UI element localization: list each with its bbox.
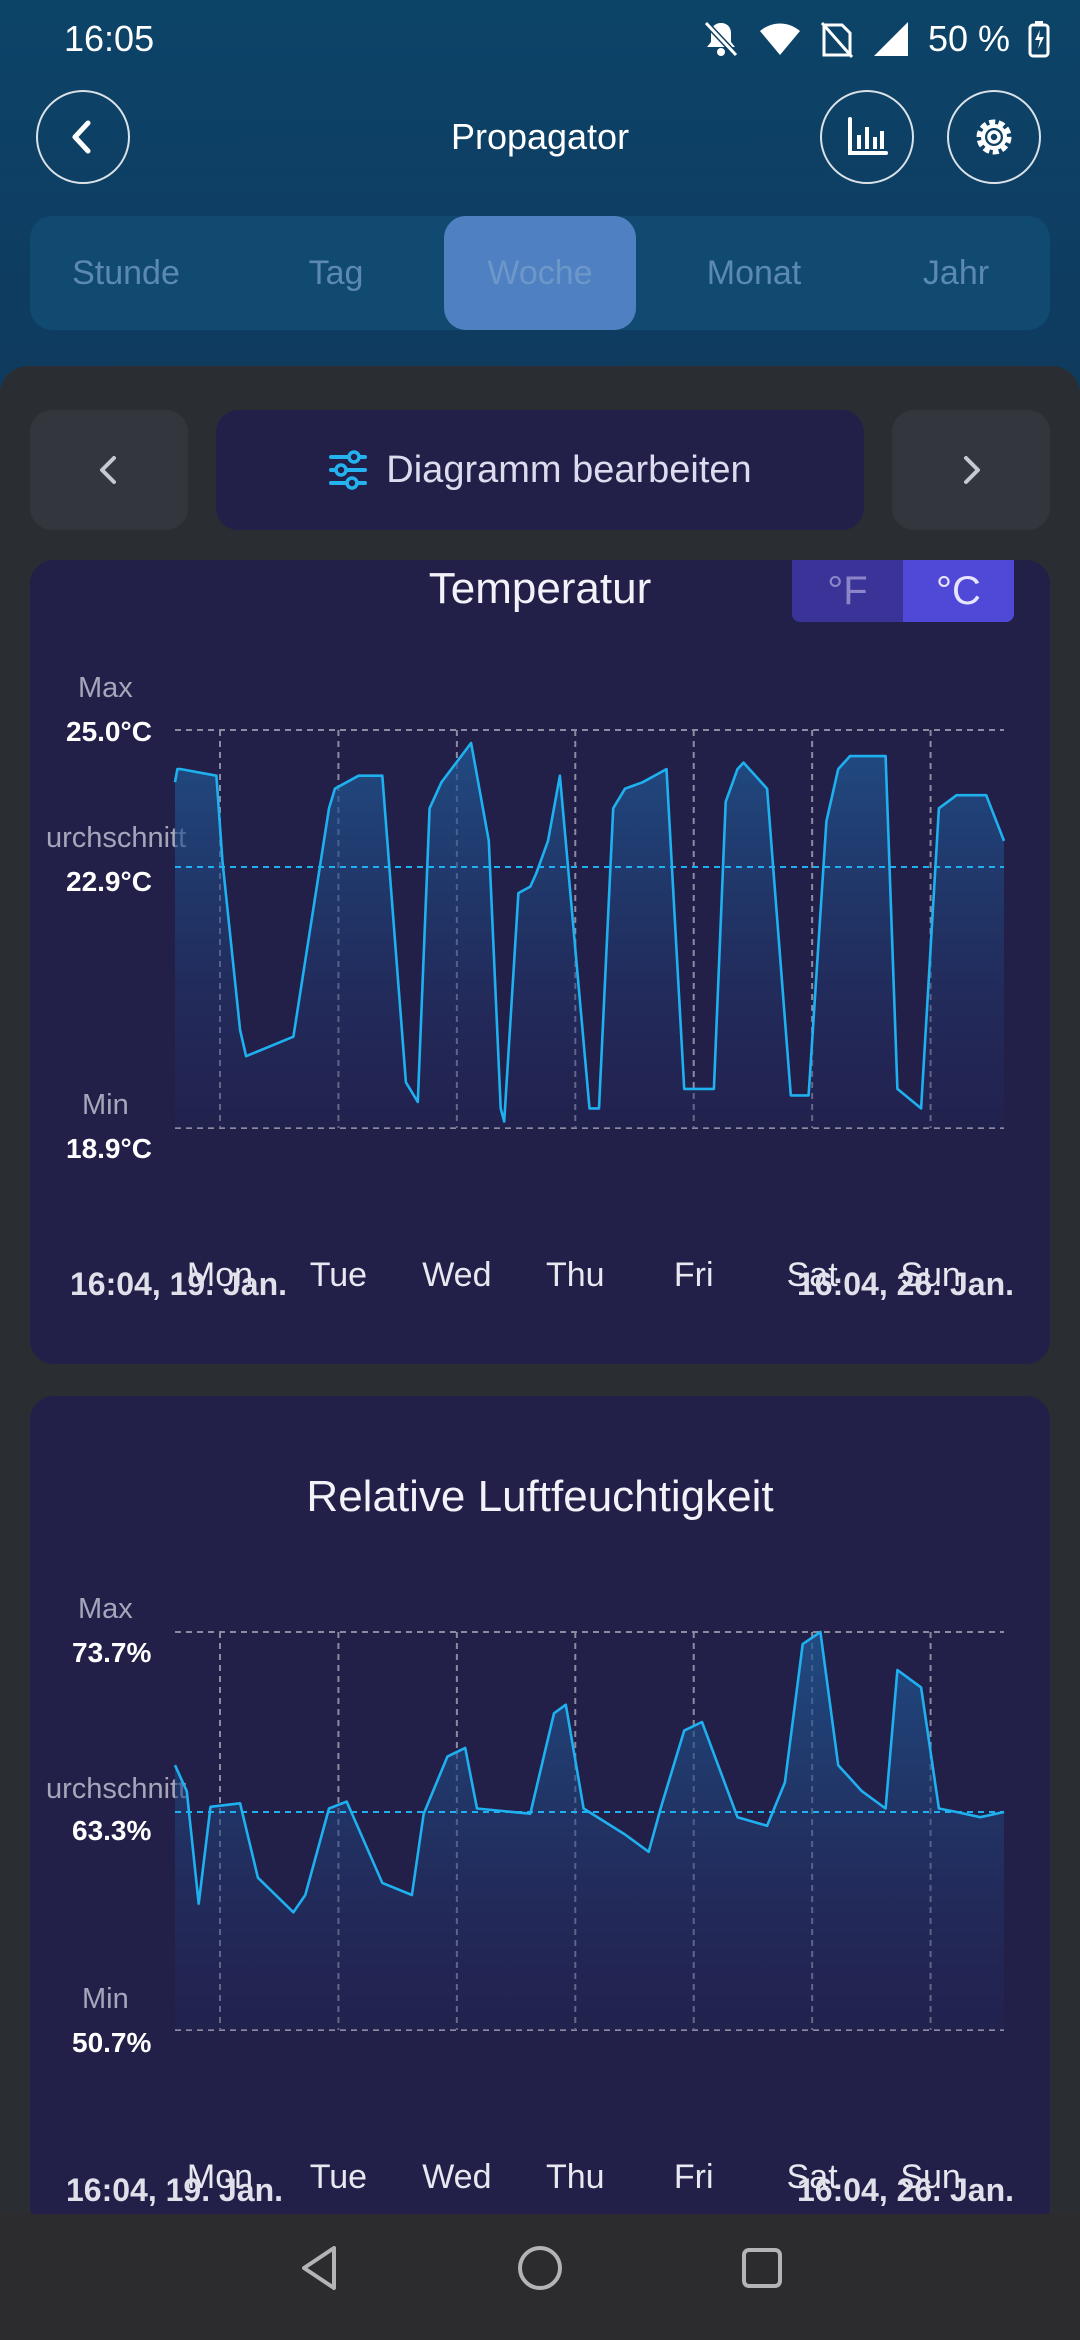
day-label: Tue xyxy=(310,1256,367,1294)
humidity-range-end: 16:04, 26. Jan. xyxy=(796,2172,1014,2208)
min-value: 18.9°C xyxy=(66,1133,152,1164)
day-label: Sat xyxy=(787,1256,839,1294)
day-label: Tue xyxy=(310,2158,367,2196)
chevron-left-icon xyxy=(100,456,116,484)
status-icons: 50 % xyxy=(702,14,1050,64)
min-value: 50.7% xyxy=(72,2027,151,2058)
unit-toggle: °F °C xyxy=(792,560,1014,622)
min-label: Min xyxy=(82,1983,129,2015)
day-label: Sun xyxy=(900,2158,961,2196)
system-navigation-bar xyxy=(0,2214,1080,2340)
edit-chart-button[interactable]: Diagramm bearbeiten xyxy=(216,410,864,530)
day-label: Mon xyxy=(187,1256,253,1294)
back-icon xyxy=(72,120,91,154)
bar-chart-icon xyxy=(848,117,888,155)
chevron-right-icon xyxy=(964,456,980,484)
notifications-off-icon xyxy=(702,19,740,59)
temperature-range-start: 16:04, 19. Jan. xyxy=(70,1266,288,1302)
celsius-toggle[interactable]: °C xyxy=(903,560,1014,622)
average-label: urchschnitt xyxy=(46,822,186,854)
day-label: Wed xyxy=(422,2158,491,2196)
humidity-day-labels: Mon Tue Wed Thu Fri Sat Sun xyxy=(187,2158,961,2196)
day-label: Mon xyxy=(187,2158,253,2196)
max-value: 73.7% xyxy=(72,1637,151,1668)
day-label: Sat xyxy=(787,2158,839,2196)
day-label: Wed xyxy=(422,1256,491,1294)
series-area xyxy=(175,1632,1004,2030)
edit-chart-label: Diagramm bearbeiten xyxy=(386,448,752,491)
page-title: Propagator xyxy=(450,116,630,157)
day-label: Fri xyxy=(674,1256,714,1294)
tab-woche[interactable]: Woche xyxy=(444,216,636,330)
status-time: 16:05 xyxy=(64,18,155,59)
humidity-range-start: 16:04, 19. Jan. xyxy=(66,2172,284,2208)
previous-period-button[interactable] xyxy=(30,410,188,530)
average-label: urchschnitt xyxy=(46,1773,186,1805)
tab-tag[interactable]: Tag xyxy=(308,254,364,292)
humidity-card: Relative Luftfeuchtigkeit Max 73.7% urch… xyxy=(30,1396,1050,2230)
gear-icon xyxy=(976,119,1012,155)
back-button[interactable] xyxy=(36,90,130,184)
humidity-title: Relative Luftfeuchtigkeit xyxy=(306,1472,774,1521)
next-period-button[interactable] xyxy=(892,410,1050,530)
temperature-title: Temperatur xyxy=(428,564,652,613)
max-label: Max xyxy=(78,1593,133,1625)
humidity-chart: Max 73.7% urchschnitt 63.3% Min 50.7% Mo… xyxy=(46,1593,1005,2196)
back-nav-icon[interactable] xyxy=(296,2242,344,2294)
tab-jahr[interactable]: Jahr xyxy=(922,254,990,292)
temperature-card: Temperatur °F °C Max 25.0°C urchschnitt … xyxy=(30,560,1050,1364)
temperature-range-end: 16:04, 26. Jan. xyxy=(796,1266,1014,1302)
settings-button[interactable] xyxy=(947,90,1041,184)
average-value: 22.9°C xyxy=(66,866,152,897)
series-line xyxy=(173,741,1006,1123)
min-label: Min xyxy=(82,1089,129,1121)
day-label: Thu xyxy=(546,1256,605,1294)
temperature-day-labels: Mon Tue Wed Thu Fri Sat Sun xyxy=(187,1256,961,1294)
day-label: Fri xyxy=(674,2158,714,2196)
temperature-chart: Max 25.0°C urchschnitt 22.9°C Min 18.9°C… xyxy=(46,672,1006,1294)
series-area xyxy=(175,743,1004,1128)
wifi-icon xyxy=(758,21,802,57)
no-sim-icon xyxy=(820,19,854,59)
fahrenheit-toggle[interactable]: °F xyxy=(792,560,903,622)
day-label: Thu xyxy=(546,2158,605,2196)
tab-stunde[interactable]: Stunde xyxy=(72,254,180,292)
series-line xyxy=(173,1630,1005,1914)
humidity-series xyxy=(173,1630,1005,2030)
day-label: Sun xyxy=(900,1256,961,1294)
tab-monat[interactable]: Monat xyxy=(706,254,802,292)
battery-percent: 50 % xyxy=(927,18,1010,59)
average-value: 63.3% xyxy=(72,1815,151,1846)
home-nav-icon[interactable] xyxy=(514,2242,566,2294)
signal-icon xyxy=(872,20,910,58)
statistics-button[interactable] xyxy=(820,90,914,184)
period-tabs: Stunde Tag Woche Monat Jahr xyxy=(30,216,1050,330)
recents-nav-icon[interactable] xyxy=(738,2242,786,2294)
temperature-series xyxy=(173,741,1006,1128)
header-background xyxy=(0,0,1080,420)
battery-charging-icon xyxy=(1028,20,1050,58)
sliders-icon xyxy=(329,450,368,490)
max-label: Max xyxy=(78,672,133,704)
max-value: 25.0°C xyxy=(66,716,152,747)
